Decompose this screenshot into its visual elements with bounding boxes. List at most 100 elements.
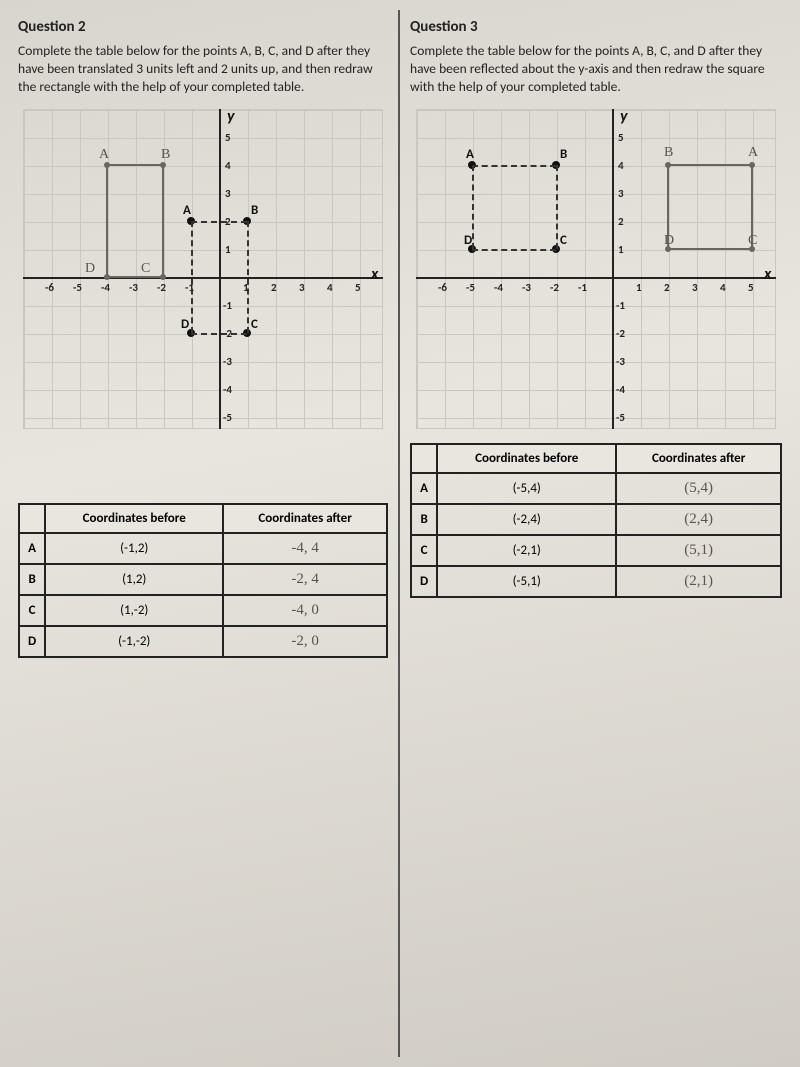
question-3-column: Question 3 Complete the table below for …: [400, 10, 792, 1057]
row-label: B: [19, 564, 45, 595]
y-tick: 2: [618, 215, 624, 228]
hand-label-A: A: [99, 147, 109, 163]
cell-before: (-5,4): [437, 473, 616, 504]
x-tick: 4: [720, 281, 726, 294]
hand-label-C: C: [141, 261, 150, 277]
x-tick: -6: [45, 281, 54, 294]
question-2-prompt: Complete the table below for the points …: [18, 42, 388, 97]
y-tick: -1: [223, 299, 232, 312]
x-tick: 2: [271, 281, 277, 294]
x-tick: -3: [522, 281, 531, 294]
label-D: D: [464, 233, 472, 248]
cell-before: (1,-2): [45, 595, 223, 626]
hand-edge: [107, 164, 163, 166]
label-A: A: [466, 147, 474, 162]
y-tick: 1: [618, 243, 624, 256]
x-tick: 5: [355, 281, 361, 294]
cell-after: -2, 0: [223, 626, 387, 657]
y-axis-label: y: [620, 107, 628, 126]
table-row: A (-5,4) (5,4): [411, 473, 781, 504]
table-row: D (-5,1) (2,1): [411, 566, 781, 597]
x-tick: -2: [157, 281, 166, 294]
x-axis-label: x: [764, 265, 771, 284]
question-2-title: Question 2: [18, 18, 388, 36]
grid-lines: [23, 109, 383, 429]
col-after-header: Coordinates after: [223, 504, 387, 533]
y-tick: 5: [618, 131, 624, 144]
hand-label-D: D: [664, 233, 674, 249]
cell-before: (-1,-2): [45, 626, 223, 657]
x-tick: -6: [438, 281, 447, 294]
y-tick: 5: [225, 131, 231, 144]
cell-after: -2, 4: [223, 564, 387, 595]
y-tick: -3: [223, 355, 232, 368]
x-tick: -5: [73, 281, 82, 294]
label-D: D: [181, 317, 189, 332]
x-tick: -5: [466, 281, 475, 294]
y-axis-label: y: [227, 107, 235, 126]
y-axis: [219, 109, 221, 429]
col-before-header: Coordinates before: [437, 444, 616, 473]
y-tick: -4: [223, 383, 232, 396]
dash: [472, 165, 474, 249]
x-tick: 2: [664, 281, 670, 294]
label-C: C: [251, 317, 258, 332]
table-row: A (-1,2) -4, 4: [19, 533, 387, 564]
x-tick: -4: [494, 281, 503, 294]
y-tick: 3: [225, 187, 231, 200]
row-label: A: [19, 533, 45, 564]
row-label: D: [19, 626, 45, 657]
x-axis: [416, 277, 776, 279]
label-B: B: [251, 203, 258, 218]
col-after-header: Coordinates after: [616, 444, 781, 473]
hand-edge: [668, 248, 752, 250]
x-tick: 1: [636, 281, 642, 294]
y-tick: 3: [618, 187, 624, 200]
cell-before: (-5,1): [437, 566, 616, 597]
cell-after: -4, 0: [223, 595, 387, 626]
table-row: B (1,2) -2, 4: [19, 564, 387, 595]
row-label: C: [19, 595, 45, 626]
q3-table: Coordinates before Coordinates after A (…: [410, 443, 782, 598]
row-label: B: [411, 504, 437, 535]
y-tick: -5: [223, 411, 232, 424]
y-tick: -4: [616, 383, 625, 396]
hand-label-A: A: [748, 145, 758, 161]
question-2-column: Question 2 Complete the table below for …: [8, 10, 400, 1057]
cell-before: (1,2): [45, 564, 223, 595]
blank-header: [19, 504, 45, 533]
hand-edge: [162, 165, 164, 277]
x-tick: -2: [550, 281, 559, 294]
label-B: B: [560, 147, 567, 162]
hand-label-D: D: [85, 261, 95, 277]
dash: [472, 165, 556, 167]
cell-before: (-1,2): [45, 533, 223, 564]
x-tick: 5: [748, 281, 754, 294]
q2-coordinate-grid: y x -6 -5 -4 -3 -2 -1 1 2 3 4 5 1 2 3 4 …: [23, 109, 383, 429]
q2-table: Coordinates before Coordinates after A (…: [18, 503, 388, 658]
label-C: C: [560, 233, 567, 248]
x-axis-label: x: [371, 265, 378, 284]
x-tick: 3: [299, 281, 305, 294]
hand-edge: [668, 164, 752, 166]
table-row: C (1,-2) -4, 0: [19, 595, 387, 626]
cell-after: (5,4): [616, 473, 781, 504]
y-tick: 1: [225, 243, 231, 256]
x-axis: [23, 277, 383, 279]
cell-after: (2,1): [616, 566, 781, 597]
hand-edge: [107, 276, 163, 278]
y-tick: -5: [616, 411, 625, 424]
y-tick: 4: [618, 159, 624, 172]
cell-after: (2,4): [616, 504, 781, 535]
dash-DC: [191, 333, 247, 335]
x-tick: -3: [129, 281, 138, 294]
blank-header: [411, 444, 437, 473]
table-row: D (-1,-2) -2, 0: [19, 626, 387, 657]
dash-AD: [191, 221, 193, 333]
table-row: C (-2,1) (5,1): [411, 535, 781, 566]
cell-before: (-2,4): [437, 504, 616, 535]
x-tick: -4: [101, 281, 110, 294]
cell-before: (-2,1): [437, 535, 616, 566]
cell-after: (5,1): [616, 535, 781, 566]
question-3-title: Question 3: [410, 18, 782, 36]
